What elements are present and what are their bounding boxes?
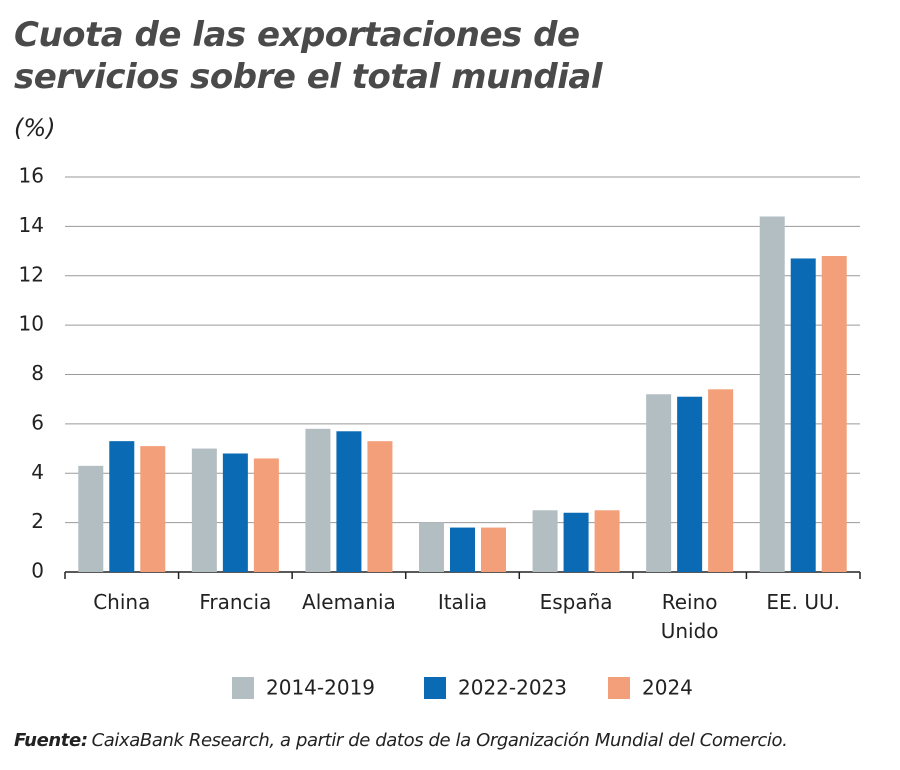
- bar: [367, 441, 393, 572]
- legend-label: 2024: [642, 676, 693, 700]
- legend-swatch: [608, 677, 630, 699]
- bar: [759, 216, 785, 572]
- y-tick-label: 14: [19, 213, 44, 237]
- bar: [481, 527, 506, 572]
- bar: [790, 258, 816, 572]
- bar: [78, 465, 104, 572]
- legend-swatch: [232, 677, 254, 699]
- source-text: CaixaBank Research, a partir de datos de…: [91, 730, 788, 751]
- x-tick-label: Alemania: [302, 590, 396, 614]
- chart-title: Cuota de las exportaciones de servicios …: [14, 15, 603, 97]
- bar: [677, 396, 703, 572]
- x-tick-label: China: [93, 590, 151, 614]
- bar: [253, 458, 279, 572]
- y-tick-label: 16: [19, 164, 44, 188]
- x-tick-label: Francia: [199, 590, 272, 614]
- bar: [594, 510, 620, 572]
- bar: [305, 428, 331, 572]
- y-tick-label: 4: [31, 460, 44, 484]
- bar: [419, 522, 444, 572]
- y-tick-label: 6: [31, 410, 44, 434]
- bar: [532, 510, 558, 572]
- bar: [646, 394, 672, 572]
- legend-label: 2022-2023: [458, 676, 567, 700]
- bar: [336, 431, 362, 572]
- legend-swatch: [424, 677, 446, 699]
- bar: [708, 389, 734, 572]
- source: Fuente: CaixaBank Research, a partir de d…: [14, 730, 788, 751]
- source-label: Fuente:: [14, 730, 88, 751]
- bar: [109, 441, 135, 572]
- x-tick-label: Reino Unido: [660, 590, 719, 643]
- y-tick-label: 2: [31, 509, 44, 533]
- bar: [563, 512, 589, 572]
- bar: [222, 453, 248, 572]
- x-tick-label: EE. UU.: [766, 590, 841, 614]
- bar: [821, 256, 847, 572]
- legend-label: 2014-2019: [266, 676, 375, 700]
- bar: [450, 527, 475, 572]
- y-tick-label: 10: [19, 312, 44, 336]
- bar: [140, 446, 166, 572]
- y-tick-label: 0: [31, 559, 44, 583]
- y-tick-label: 12: [19, 262, 44, 286]
- y-tick-label: 8: [31, 361, 44, 385]
- x-tick-label: Italia: [437, 590, 488, 614]
- x-tick-label: España: [539, 590, 613, 614]
- y-axis-label: (%): [14, 114, 56, 142]
- bar: [191, 448, 217, 572]
